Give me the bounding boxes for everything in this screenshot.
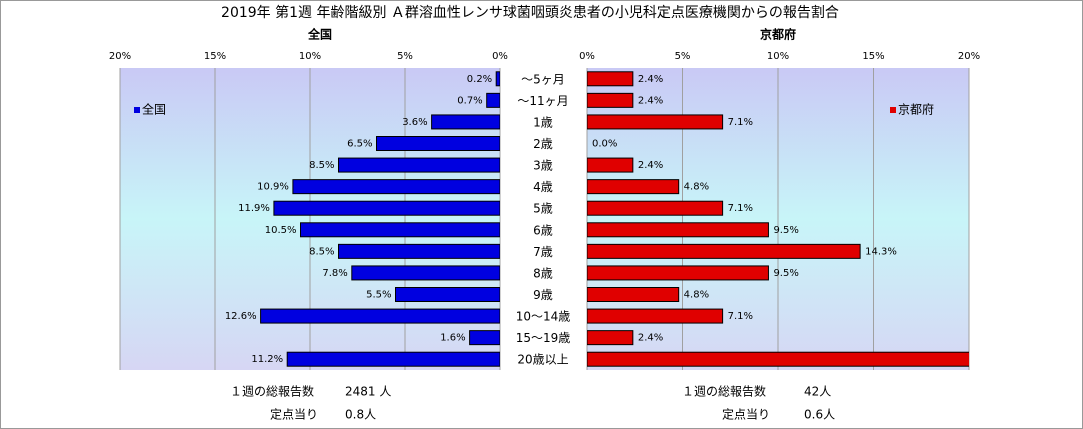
note-label: 定点当り bbox=[722, 407, 770, 422]
value-label: 2.4% bbox=[638, 95, 663, 106]
x-tick-label: 5% bbox=[675, 51, 691, 62]
bar bbox=[469, 330, 500, 346]
bar bbox=[587, 351, 969, 367]
bar bbox=[292, 179, 500, 195]
value-label: 8.5% bbox=[309, 160, 334, 171]
value-label: 7.8% bbox=[322, 268, 347, 279]
bar bbox=[286, 351, 500, 367]
bar bbox=[587, 243, 861, 259]
value-label: 7.1% bbox=[728, 203, 753, 214]
bar bbox=[587, 222, 769, 238]
note-value: 0.8人 bbox=[345, 408, 376, 422]
bar bbox=[431, 114, 500, 130]
side-title: 京都府 bbox=[760, 27, 796, 42]
bar bbox=[587, 71, 634, 87]
bar bbox=[338, 157, 500, 173]
category-label: 3歳 bbox=[533, 159, 553, 173]
category-label: 6歳 bbox=[533, 223, 553, 237]
value-label: 0.7% bbox=[457, 95, 482, 106]
category-label: 20歳以上 bbox=[517, 353, 568, 367]
category-label: 2歳 bbox=[533, 137, 553, 151]
value-label: 11.9% bbox=[238, 203, 270, 214]
note-value: 0.6人 bbox=[804, 408, 835, 422]
bar bbox=[587, 287, 680, 302]
bar bbox=[338, 243, 500, 259]
legend-label: 全国 bbox=[142, 102, 166, 117]
category-label: ～5ヶ月 bbox=[521, 72, 565, 86]
x-tick-label: 0% bbox=[492, 51, 508, 62]
value-label: 8.5% bbox=[309, 246, 334, 257]
x-tick-label: 15% bbox=[204, 51, 226, 62]
bars bbox=[260, 71, 500, 367]
legend-label: 京都府 bbox=[898, 102, 934, 117]
bar bbox=[300, 222, 500, 238]
bar bbox=[260, 308, 500, 324]
value-label: 10.9% bbox=[257, 182, 289, 193]
category-label: 4歳 bbox=[533, 180, 553, 194]
chart-title: 2019年 第1週 年齢階級別 Ａ群溶血性レンサ球菌咽頭炎患者の小児科定点医療機… bbox=[221, 4, 839, 21]
value-label: 9.5% bbox=[773, 268, 798, 279]
legend-swatch bbox=[134, 107, 140, 113]
value-label: 12.6% bbox=[225, 311, 257, 322]
value-label: 7.1% bbox=[728, 311, 753, 322]
bar bbox=[587, 200, 724, 216]
value-label: 0.2% bbox=[467, 74, 492, 85]
note-label: １週の総報告数 bbox=[682, 384, 766, 399]
value-label: 0.0% bbox=[592, 139, 617, 150]
bars bbox=[587, 71, 969, 367]
x-tick-label: 20% bbox=[109, 51, 131, 62]
category-label: 15～19歳 bbox=[516, 331, 571, 345]
bar bbox=[587, 114, 724, 130]
category-label: 8歳 bbox=[533, 266, 553, 280]
category-label: 10～14歳 bbox=[516, 310, 571, 324]
x-tick-label: 20% bbox=[958, 51, 980, 62]
note-label: 定点当り bbox=[270, 407, 318, 422]
x-tick-label: 10% bbox=[299, 51, 321, 62]
bar bbox=[395, 287, 500, 302]
value-label: 2.4% bbox=[638, 160, 663, 171]
note-value: 42人 bbox=[804, 385, 831, 399]
note-label: １週の総報告数 bbox=[230, 384, 314, 399]
bar bbox=[351, 265, 500, 281]
value-label: 4.8% bbox=[684, 290, 709, 301]
bar bbox=[486, 92, 500, 108]
x-tick-label: 10% bbox=[767, 51, 789, 62]
bar bbox=[587, 308, 724, 324]
category-label: 1歳 bbox=[533, 115, 553, 129]
bar bbox=[587, 92, 634, 108]
category-label: 5歳 bbox=[533, 202, 553, 216]
category-label: 9歳 bbox=[533, 288, 553, 302]
x-tick-label: 0% bbox=[579, 51, 595, 62]
bar bbox=[587, 157, 634, 173]
value-label: 7.1% bbox=[728, 117, 753, 128]
bar bbox=[376, 136, 500, 151]
value-label: 10.5% bbox=[265, 225, 297, 236]
value-label: 3.6% bbox=[402, 117, 427, 128]
note-value: 2481 人 bbox=[345, 385, 391, 399]
value-label: 5.5% bbox=[366, 290, 391, 301]
bar bbox=[587, 179, 680, 195]
bar bbox=[587, 330, 634, 346]
side-title: 全国 bbox=[307, 27, 332, 42]
category-label: 7歳 bbox=[533, 245, 553, 259]
value-label: 11.2% bbox=[251, 354, 283, 365]
x-tick-label: 5% bbox=[397, 51, 413, 62]
value-label: 1.6% bbox=[440, 333, 465, 344]
value-label: 2.4% bbox=[638, 74, 663, 85]
bar bbox=[587, 265, 769, 281]
x-tick-label: 15% bbox=[862, 51, 884, 62]
bar bbox=[273, 200, 500, 216]
value-label: 2.4% bbox=[638, 333, 663, 344]
bar bbox=[495, 71, 500, 87]
legend-swatch bbox=[890, 107, 896, 113]
category-label: ～11ヶ月 bbox=[517, 94, 568, 108]
value-label: 6.5% bbox=[347, 139, 372, 150]
value-label: 14.3% bbox=[865, 246, 897, 257]
value-label: 9.5% bbox=[773, 225, 798, 236]
value-label: 4.8% bbox=[684, 182, 709, 193]
